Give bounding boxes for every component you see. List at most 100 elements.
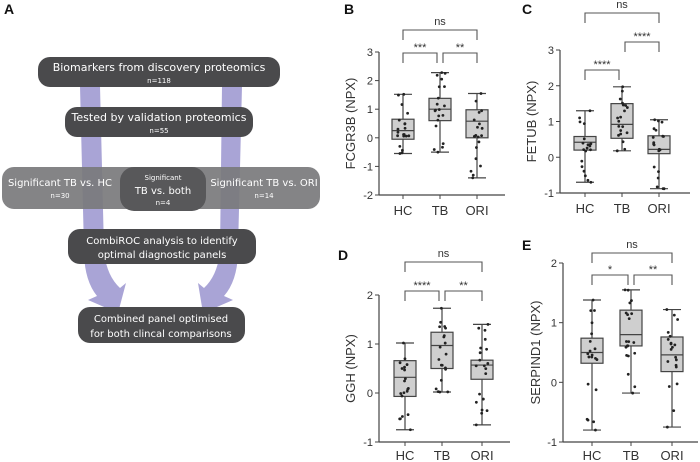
y-tick-label: 0 bbox=[551, 377, 557, 389]
flow-step-4: CombiROC analysis to identify optimal di… bbox=[68, 229, 256, 264]
step-3-right-count: n=14 bbox=[254, 192, 274, 200]
y-tick-label: 2 bbox=[551, 258, 557, 270]
panel-label-a: A bbox=[4, 1, 14, 17]
bracket-line bbox=[442, 52, 478, 63]
box-iqr bbox=[470, 359, 494, 380]
box-hc bbox=[573, 109, 597, 184]
data-point bbox=[446, 390, 450, 394]
data-point bbox=[583, 174, 587, 178]
y-tick-label: -1 bbox=[547, 437, 557, 449]
bracket-line bbox=[591, 252, 673, 263]
data-point bbox=[396, 134, 400, 138]
y-tick-label: 2 bbox=[367, 76, 373, 88]
data-point bbox=[403, 368, 406, 372]
data-point bbox=[621, 103, 625, 107]
data-point bbox=[477, 140, 481, 144]
data-point bbox=[594, 356, 597, 360]
significance-label: * bbox=[608, 264, 613, 276]
bracket-line bbox=[624, 41, 660, 52]
data-point bbox=[483, 337, 487, 341]
step-2-count: n=55 bbox=[149, 127, 168, 135]
data-point bbox=[478, 122, 481, 126]
data-point bbox=[587, 355, 591, 359]
y-tick-label: 1 bbox=[367, 339, 373, 351]
y-tick-label: 3 bbox=[367, 47, 373, 59]
data-point bbox=[403, 379, 406, 383]
x-tick-label: HC bbox=[583, 448, 602, 462]
box-hc bbox=[391, 92, 415, 155]
data-point bbox=[621, 140, 625, 144]
data-point bbox=[586, 178, 590, 182]
data-point bbox=[471, 173, 475, 177]
data-point bbox=[590, 321, 594, 325]
data-point bbox=[589, 309, 593, 313]
step-2-title: Tested by validation proteomics bbox=[71, 111, 247, 124]
data-point bbox=[580, 165, 584, 169]
data-point bbox=[435, 102, 439, 106]
x-tick-label: TB bbox=[623, 448, 640, 462]
data-point bbox=[616, 116, 619, 120]
data-point bbox=[590, 355, 594, 359]
data-point bbox=[477, 326, 481, 330]
data-point bbox=[440, 306, 443, 310]
panel-label-b: B bbox=[344, 1, 354, 17]
data-point bbox=[406, 387, 410, 391]
step-3-left-title: Significant TB vs. HC bbox=[8, 178, 112, 189]
bracket-line bbox=[404, 290, 440, 301]
step-1-count: n=118 bbox=[147, 77, 171, 85]
data-point bbox=[443, 104, 446, 108]
data-point bbox=[476, 125, 479, 129]
data-point bbox=[654, 128, 658, 132]
significance-label: **** bbox=[593, 59, 611, 71]
box-ori bbox=[465, 92, 489, 180]
data-point bbox=[469, 169, 473, 173]
data-point bbox=[623, 288, 627, 292]
significance-label: **** bbox=[413, 280, 431, 292]
data-point bbox=[585, 146, 589, 150]
significance-label: ** bbox=[456, 42, 465, 54]
data-point bbox=[437, 108, 441, 111]
flow-step-1: Biomarkers from discovery proteomics n=1… bbox=[38, 57, 280, 87]
significance-label: ** bbox=[649, 264, 658, 276]
data-point bbox=[594, 428, 597, 432]
data-point bbox=[633, 351, 637, 355]
data-point bbox=[400, 367, 404, 370]
data-point bbox=[474, 423, 478, 427]
data-point bbox=[658, 148, 662, 152]
data-point bbox=[402, 92, 406, 96]
data-point bbox=[479, 164, 482, 168]
data-point bbox=[625, 106, 629, 109]
data-point bbox=[655, 185, 659, 189]
significance-bracket: ns bbox=[584, 0, 660, 23]
data-point bbox=[484, 372, 488, 376]
data-point bbox=[590, 332, 594, 336]
data-point bbox=[624, 345, 628, 349]
data-point bbox=[626, 288, 630, 292]
data-point bbox=[591, 298, 595, 302]
data-point bbox=[436, 390, 440, 393]
significance-label: *** bbox=[414, 42, 428, 54]
data-point bbox=[589, 148, 592, 152]
data-point bbox=[624, 104, 628, 107]
significance-bracket: **** bbox=[624, 31, 660, 52]
y-tick-label: 1 bbox=[551, 318, 557, 330]
data-point bbox=[408, 428, 412, 432]
significance-bracket: **** bbox=[584, 59, 620, 80]
data-point bbox=[477, 110, 481, 114]
data-point bbox=[441, 113, 445, 117]
significance-label: **** bbox=[633, 31, 651, 43]
significance-label: ns bbox=[616, 0, 628, 11]
significance-bracket: ns bbox=[404, 248, 483, 272]
data-point bbox=[475, 146, 478, 149]
bracket-line bbox=[633, 274, 673, 285]
x-tick-label: HC bbox=[394, 203, 413, 218]
data-point bbox=[403, 122, 407, 126]
data-point bbox=[674, 358, 678, 362]
y-tick-label: -1 bbox=[363, 437, 373, 449]
step-5-line-2: for both clincal comparisons bbox=[90, 329, 231, 340]
data-point bbox=[442, 335, 446, 339]
step-3-mid-title-2: TB vs. both bbox=[134, 186, 191, 197]
data-point bbox=[440, 363, 444, 367]
